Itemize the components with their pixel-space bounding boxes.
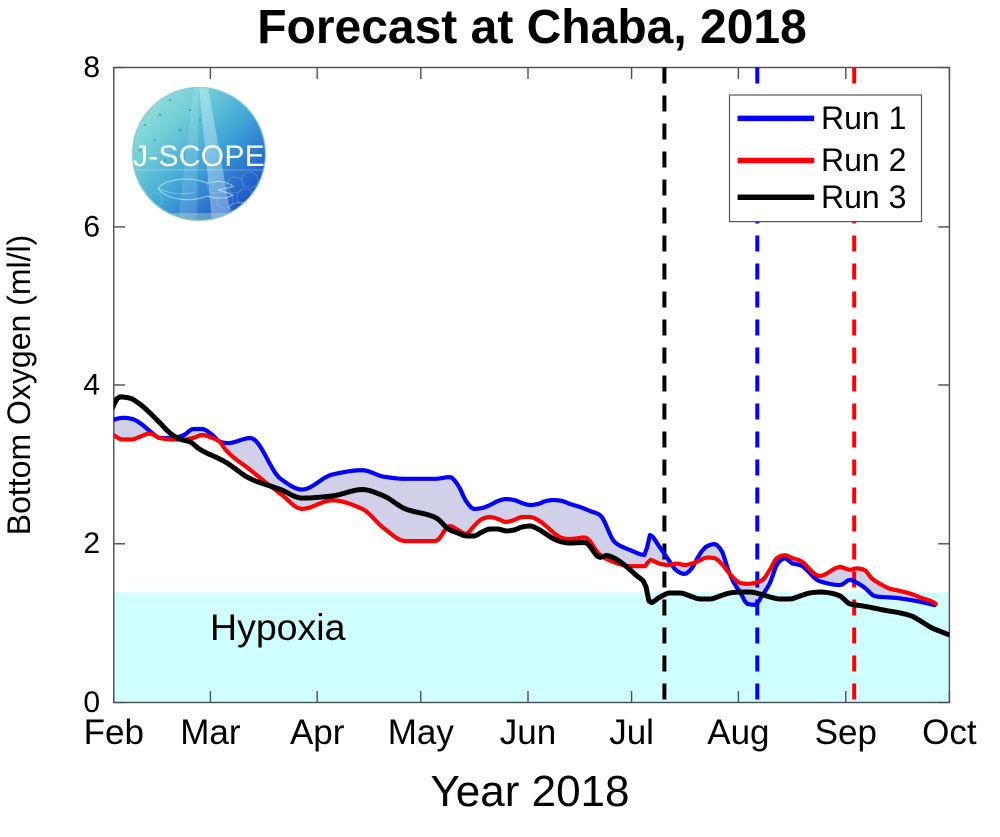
svg-text:Jul: Jul <box>609 713 654 752</box>
svg-text:Hypoxia: Hypoxia <box>210 606 346 648</box>
svg-text:J-SCOPE: J-SCOPE <box>133 140 265 173</box>
svg-text:Aug: Aug <box>707 713 769 752</box>
svg-text:Jun: Jun <box>500 713 556 752</box>
svg-text:Run 2: Run 2 <box>821 142 906 178</box>
svg-text:Run 3: Run 3 <box>821 179 906 215</box>
svg-text:Mar: Mar <box>180 713 241 752</box>
svg-text:Year 2018: Year 2018 <box>430 767 629 816</box>
svg-text:6: 6 <box>83 211 100 244</box>
svg-text:Sep: Sep <box>815 713 877 752</box>
svg-text:8: 8 <box>83 51 100 84</box>
svg-text:Bottom Oxygen (ml/l): Bottom Oxygen (ml/l) <box>1 235 37 536</box>
svg-text:2: 2 <box>83 527 100 560</box>
svg-text:Apr: Apr <box>290 713 345 752</box>
svg-text:Oct: Oct <box>922 713 977 752</box>
svg-text:Feb: Feb <box>84 713 144 752</box>
svg-text:Run 1: Run 1 <box>821 100 906 136</box>
svg-text:Forecast at Chaba, 2018: Forecast at Chaba, 2018 <box>257 1 807 54</box>
svg-text:May: May <box>388 713 455 752</box>
svg-text:4: 4 <box>83 369 100 402</box>
